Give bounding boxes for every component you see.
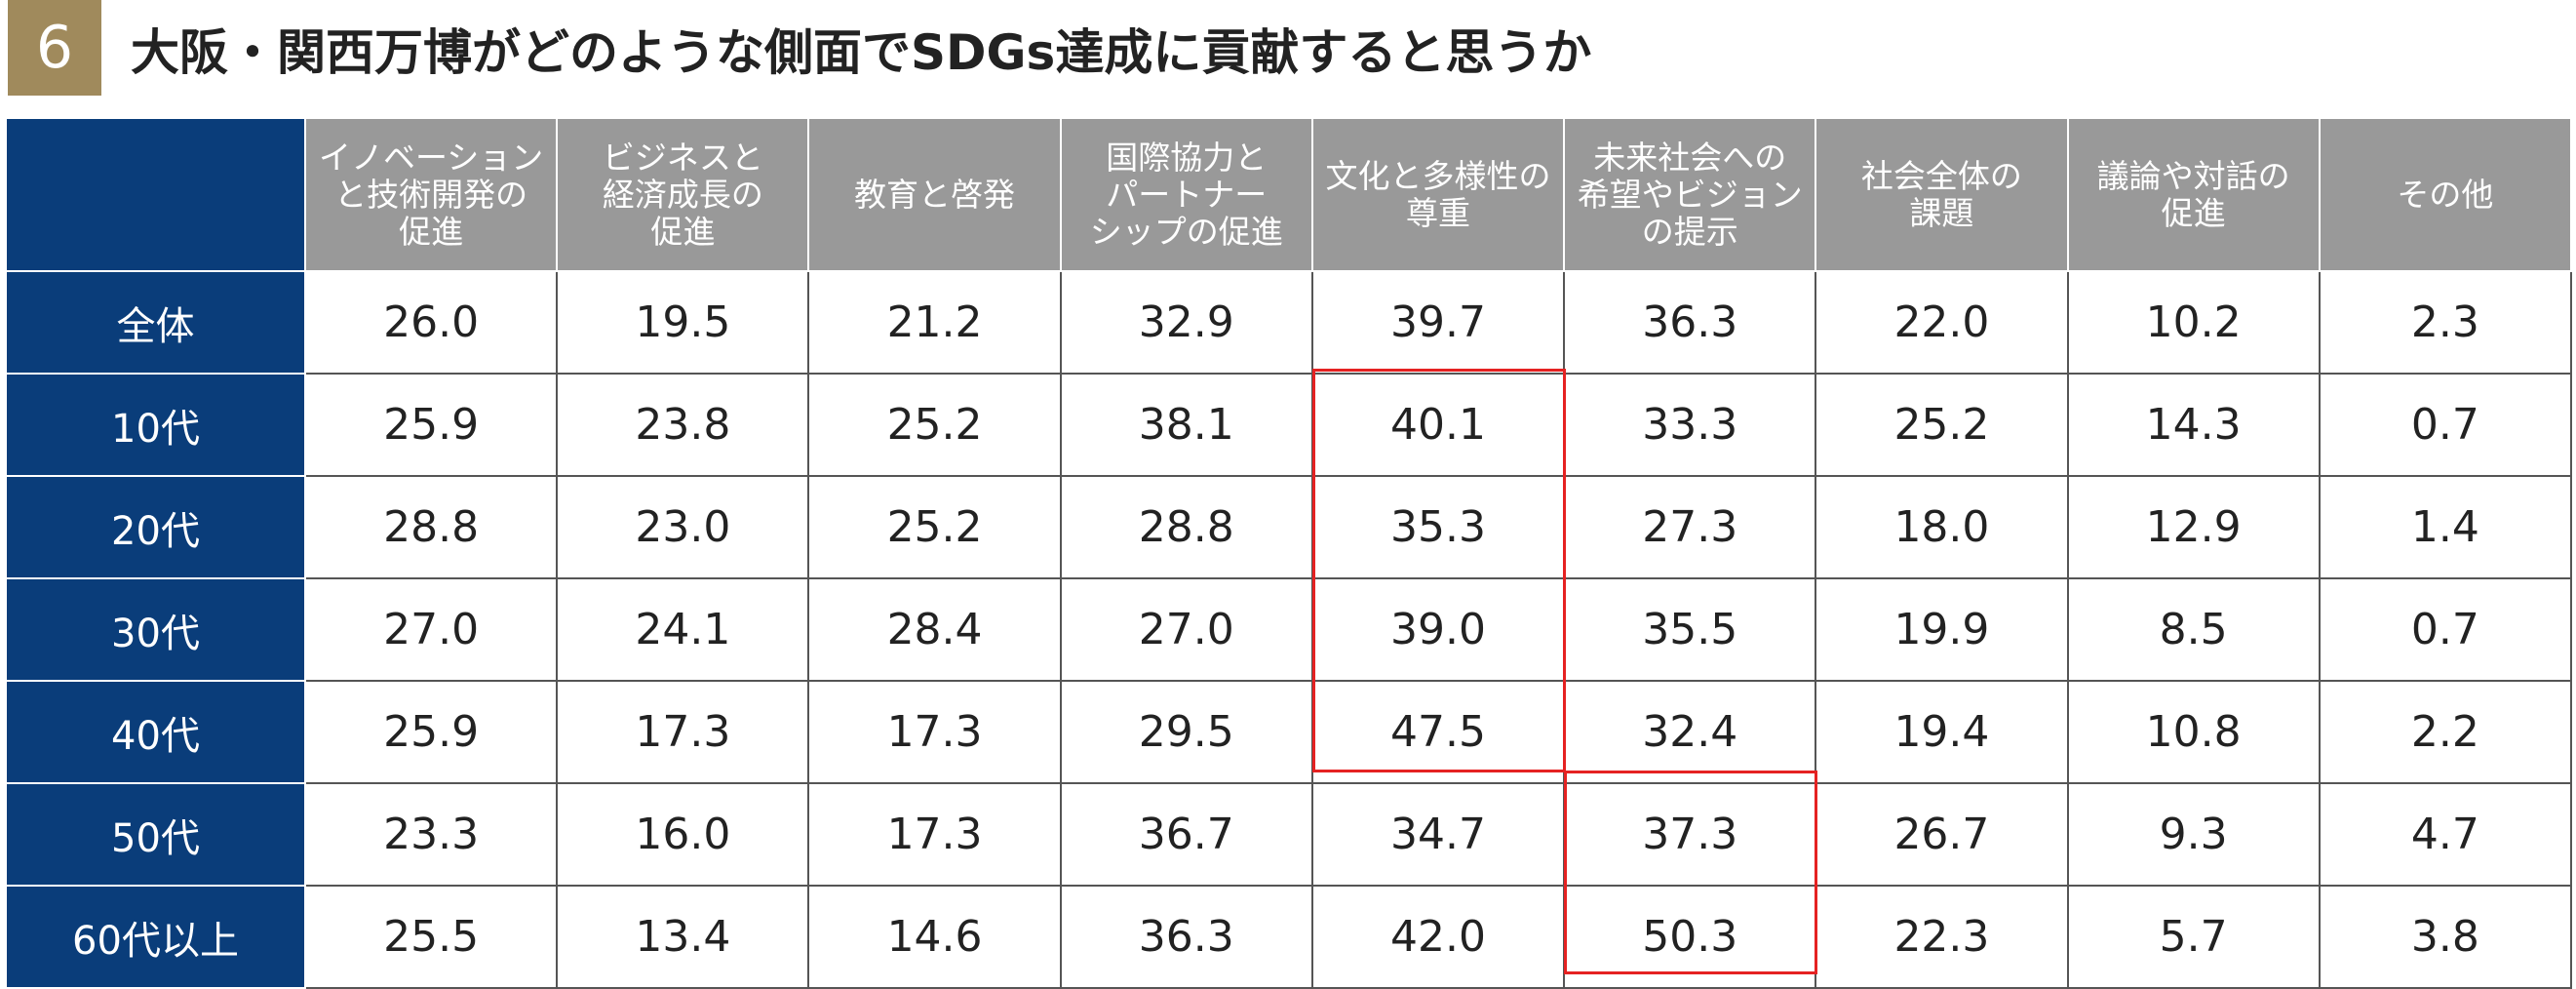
value-cell: 5.7	[2066, 885, 2321, 989]
row-label: 40代	[5, 680, 306, 784]
highlight-box	[1312, 369, 1566, 772]
row-label: 10代	[5, 373, 306, 477]
value-cell: 36.3	[1059, 885, 1313, 989]
value-cell: 28.8	[1059, 475, 1313, 579]
column-header: 教育と啓発	[807, 117, 1062, 272]
column-header: その他	[2318, 117, 2573, 272]
value-cell: 42.0	[1310, 885, 1566, 989]
value-cell: 25.2	[807, 373, 1062, 477]
value-cell: 25.5	[303, 885, 559, 989]
value-cell: 1.4	[2318, 475, 2573, 579]
table-row: 20代 28.8 23.0 25.2 28.8 35.3 27.3 18.0 12.9 1.4	[5, 475, 2573, 579]
value-cell: 9.3	[2066, 782, 2321, 887]
value-cell: 25.9	[303, 373, 559, 477]
value-cell: 18.0	[1815, 475, 2069, 579]
value-cell: 3.8	[2318, 885, 2573, 989]
value-cell: 27.3	[1563, 475, 1817, 579]
value-cell: 0.7	[2318, 577, 2573, 682]
value-cell: 25.2	[807, 475, 1062, 579]
corner-cell	[5, 117, 306, 272]
row-label: 20代	[5, 475, 306, 579]
value-cell: 16.0	[556, 782, 810, 887]
value-cell: 27.0	[303, 577, 559, 682]
value-cell: 23.0	[556, 475, 810, 579]
value-cell: 14.3	[2066, 373, 2321, 477]
column-header: 国際協力と パートナー シップの促進	[1059, 117, 1313, 272]
column-header: 社会全体の 課題	[1815, 117, 2069, 272]
value-cell: 19.4	[1815, 680, 2069, 784]
data-table: イノベーション と技術開発の 促進 ビジネスと 経済成長の 促進 教育と啓発 国際協力…	[5, 117, 2573, 989]
value-cell: 14.6	[807, 885, 1062, 989]
value-cell: 38.1	[1059, 373, 1313, 477]
row-label: 30代	[5, 577, 306, 682]
value-cell: 35.3	[1310, 475, 1566, 579]
value-cell: 26.7	[1815, 782, 2069, 887]
value-cell: 25.2	[1815, 373, 2069, 477]
value-cell: 27.0	[1059, 577, 1313, 682]
value-cell: 32.4	[1563, 680, 1817, 784]
value-cell: 19.5	[556, 270, 810, 375]
value-cell: 2.2	[2318, 680, 2573, 784]
row-label: 60代以上	[5, 885, 306, 989]
value-cell: 17.3	[556, 680, 810, 784]
column-header: 文化と多様性の 尊重	[1310, 117, 1566, 272]
column-header: ビジネスと 経済成長の 促進	[556, 117, 810, 272]
table-row: 30代 27.0 24.1 28.4 27.0 39.0 35.5 19.9 8.5 0.7	[5, 577, 2573, 682]
value-cell: 40.1	[1310, 373, 1566, 477]
value-cell: 12.9	[2066, 475, 2321, 579]
value-cell: 21.2	[807, 270, 1062, 375]
value-cell: 23.8	[556, 373, 810, 477]
value-cell: 17.3	[807, 782, 1062, 887]
value-cell: 19.9	[1815, 577, 2069, 682]
column-header: 議論や対話の 促進	[2066, 117, 2321, 272]
value-cell: 33.3	[1563, 373, 1817, 477]
value-cell: 10.8	[2066, 680, 2321, 784]
value-cell: 28.4	[807, 577, 1062, 682]
row-label: 全体	[5, 270, 306, 375]
value-cell: 25.9	[303, 680, 559, 784]
table-row: 40代 25.9 17.3 17.3 29.5 47.5 32.4 19.4 10.8 2.2	[5, 680, 2573, 784]
value-cell: 28.8	[303, 475, 559, 579]
value-cell: 26.0	[303, 270, 559, 375]
value-cell: 47.5	[1310, 680, 1566, 784]
value-cell: 13.4	[556, 885, 810, 989]
section-badge: 6	[8, 0, 101, 96]
table-row: 全体 26.0 19.5 21.2 32.9 39.7 36.3 22.0 10.2 2.3	[5, 270, 2573, 375]
header-row: イノベーション と技術開発の 促進 ビジネスと 経済成長の 促進 教育と啓発 国際協力…	[5, 117, 2573, 272]
value-cell: 8.5	[2066, 577, 2321, 682]
page-title: 大阪・関西万博がどのような側面でSDGs達成に貢献すると思うか	[131, 24, 1592, 81]
value-cell: 32.9	[1059, 270, 1313, 375]
highlight-box	[1564, 771, 1817, 974]
value-cell: 29.5	[1059, 680, 1313, 784]
value-cell: 39.0	[1310, 577, 1566, 682]
value-cell: 36.7	[1059, 782, 1313, 887]
value-cell: 2.3	[2318, 270, 2573, 375]
value-cell: 0.7	[2318, 373, 2573, 477]
column-header: 未来社会への 希望やビジョン の提示	[1563, 117, 1817, 272]
column-header: イノベーション と技術開発の 促進	[303, 117, 559, 272]
value-cell: 22.3	[1815, 885, 2069, 989]
value-cell: 23.3	[303, 782, 559, 887]
row-label: 50代	[5, 782, 306, 887]
value-cell: 39.7	[1310, 270, 1566, 375]
table-row: 60代以上 25.5 13.4 14.6 36.3 42.0 50.3 22.3 5.7 3.8	[5, 885, 2573, 989]
value-cell: 34.7	[1310, 782, 1566, 887]
value-cell: 36.3	[1563, 270, 1817, 375]
table-row: 10代 25.9 23.8 25.2 38.1 40.1 33.3 25.2 14.3 0.7	[5, 373, 2573, 477]
table-row: 50代 23.3 16.0 17.3 36.7 34.7 37.3 26.7 9.3 4.7	[5, 782, 2573, 887]
value-cell: 35.5	[1563, 577, 1817, 682]
value-cell: 10.2	[2066, 270, 2321, 375]
value-cell: 4.7	[2318, 782, 2573, 887]
value-cell: 22.0	[1815, 270, 2069, 375]
value-cell: 17.3	[807, 680, 1062, 784]
value-cell: 24.1	[556, 577, 810, 682]
